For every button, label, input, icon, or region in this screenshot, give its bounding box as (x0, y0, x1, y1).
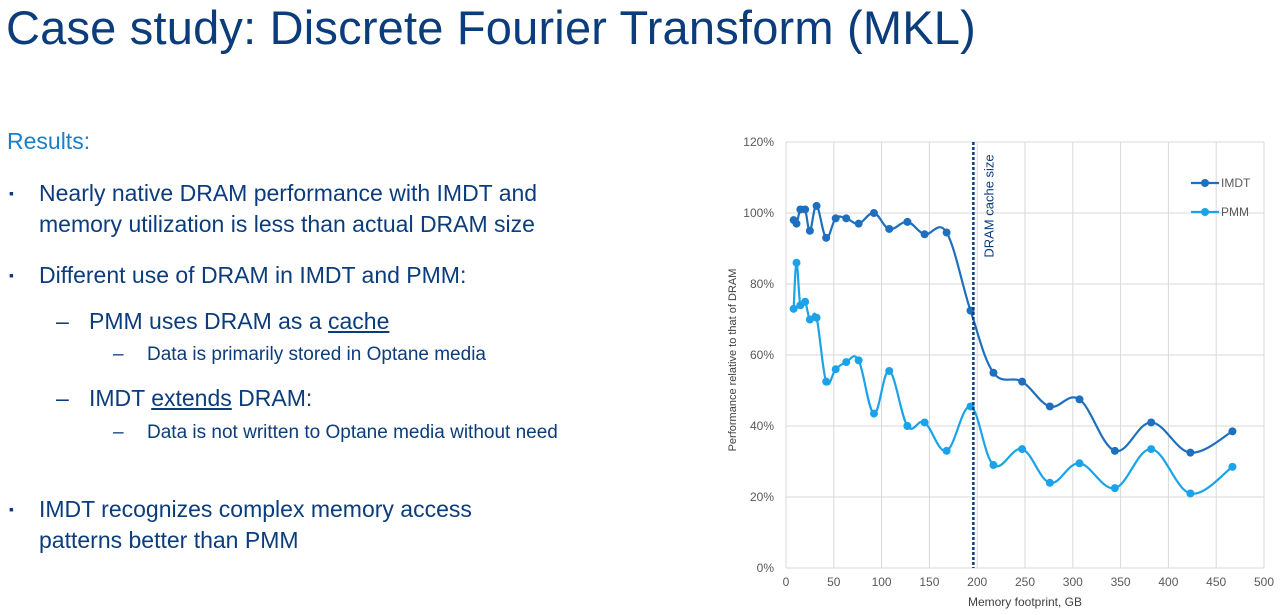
legend-imdt-marker (1201, 179, 1209, 187)
imdt-data-point (1228, 427, 1237, 436)
imdt-data-point (1018, 377, 1027, 386)
imdt-data-point (1075, 395, 1084, 404)
imdt-data-point (792, 219, 801, 228)
imdt-data-point (831, 214, 840, 223)
x-tick-label: 150 (919, 575, 939, 589)
bullet-marker: ▪ (9, 185, 14, 201)
pmm-data-point (792, 258, 801, 267)
x-tick-label: 50 (827, 575, 841, 589)
dash-marker: – (56, 385, 69, 411)
dash-marker: – (56, 308, 69, 334)
imdt-data-point (1186, 448, 1195, 457)
imdt-data-point (989, 368, 998, 377)
imdt-series-line (792, 204, 1234, 454)
y-tick-label: 0% (757, 561, 775, 575)
sub-bullet-pmm-cache: – PMM uses DRAM as a cache (56, 306, 390, 337)
pmm-data-point (1228, 462, 1237, 471)
x-tick-label: 450 (1206, 575, 1226, 589)
imdt-data-point (1147, 418, 1156, 427)
x-axis-label: Memory footprint, GB (968, 595, 1082, 609)
bullet-different-use: ▪ Different use of DRAM in IMDT and PMM: (9, 260, 599, 291)
legend-imdt-label: IMDT (1221, 176, 1251, 190)
pmm-data-point (903, 422, 912, 430)
imdt-data-point (920, 230, 929, 239)
imdt-data-point (869, 209, 878, 217)
bullet-native-performance: ▪ Nearly native DRAM performance with IM… (9, 178, 599, 240)
imdt-data-point (801, 205, 810, 214)
pmm-data-point (789, 304, 798, 313)
imdt-data-point (805, 226, 814, 235)
pmm-data-point (1018, 445, 1027, 454)
x-tick-label: 350 (1111, 575, 1131, 589)
sub-bullet-text-end: DRAM: (231, 385, 313, 411)
pmm-data-point (822, 377, 831, 386)
legend-pmm-marker (1201, 208, 1209, 216)
imdt-data-point (885, 224, 894, 233)
detail-text: Data is not written to Optane media with… (147, 422, 558, 443)
x-tick-label: 0 (783, 575, 790, 589)
bullet-marker: ▪ (9, 267, 14, 283)
y-tick-label: 100% (743, 206, 774, 220)
underlined-word-extends: extends (151, 385, 232, 411)
detail-text: Data is primarily stored in Optane media (147, 344, 486, 365)
pmm-data-point (989, 461, 998, 470)
x-tick-label: 500 (1254, 575, 1274, 589)
imdt-data-point (854, 219, 863, 228)
pmm-data-point (1186, 489, 1195, 498)
detail-imdt-writes: – Data is not written to Optane media wi… (113, 420, 587, 446)
bullet-text: IMDT recognizes complex memory access pa… (39, 496, 472, 553)
imdt-data-point (822, 233, 831, 242)
dram-cache-size-label: DRAM cache size (981, 154, 996, 257)
legend-pmm-label: PMM (1221, 205, 1249, 219)
pmm-data-point (1075, 459, 1084, 468)
pmm-data-point (885, 366, 894, 375)
y-tick-label: 40% (750, 419, 774, 433)
pmm-data-point (1147, 445, 1156, 454)
bullet-text: Nearly native DRAM performance with IMDT… (39, 180, 538, 237)
imdt-data-point (812, 201, 821, 210)
x-tick-label: 400 (1158, 575, 1178, 589)
pmm-data-point (801, 297, 810, 306)
pmm-data-point (920, 418, 929, 427)
y-tick-label: 20% (750, 490, 774, 504)
pmm-data-point (1045, 478, 1054, 487)
pmm-data-point (869, 409, 878, 418)
bullet-access-patterns: ▪ IMDT recognizes complex memory access … (9, 494, 559, 556)
y-tick-label: 60% (750, 348, 774, 362)
dash-marker: – (113, 344, 124, 365)
underlined-word-cache: cache (328, 308, 390, 334)
pmm-data-point (1110, 484, 1119, 493)
y-tick-label: 120% (743, 135, 774, 149)
pmm-data-point (831, 365, 840, 374)
imdt-data-point (903, 217, 912, 226)
pmm-data-point (942, 446, 951, 455)
x-tick-label: 250 (1015, 575, 1035, 589)
x-tick-label: 100 (872, 575, 892, 589)
detail-pmm-storage: – Data is primarily stored in Optane med… (113, 342, 587, 368)
bullet-marker: ▪ (9, 501, 14, 517)
y-tick-label: 80% (750, 277, 774, 291)
x-tick-label: 300 (1063, 575, 1083, 589)
sub-bullet-text: IMDT (89, 385, 152, 411)
imdt-data-point (842, 214, 851, 223)
imdt-data-point (1110, 446, 1119, 455)
pmm-series-line (792, 261, 1234, 495)
sub-bullet-imdt-extends: – IMDT extends DRAM: (56, 383, 313, 414)
results-heading: Results: (7, 128, 91, 154)
imdt-data-point (1045, 402, 1054, 411)
imdt-data-point (942, 228, 951, 237)
x-tick-label: 200 (967, 575, 987, 589)
pmm-data-point (854, 356, 863, 365)
slide-title: Case study: Discrete Fourier Transform (… (6, 1, 976, 54)
sub-bullet-text: PMM uses DRAM as a (89, 308, 328, 334)
pmm-data-point (842, 358, 851, 367)
pmm-data-point (805, 315, 814, 324)
dash-marker: – (113, 422, 124, 443)
bullet-text: Different use of DRAM in IMDT and PMM: (39, 262, 467, 288)
pmm-data-point (812, 313, 821, 322)
y-axis-label: Performance relative to that of DRAM (727, 269, 739, 452)
